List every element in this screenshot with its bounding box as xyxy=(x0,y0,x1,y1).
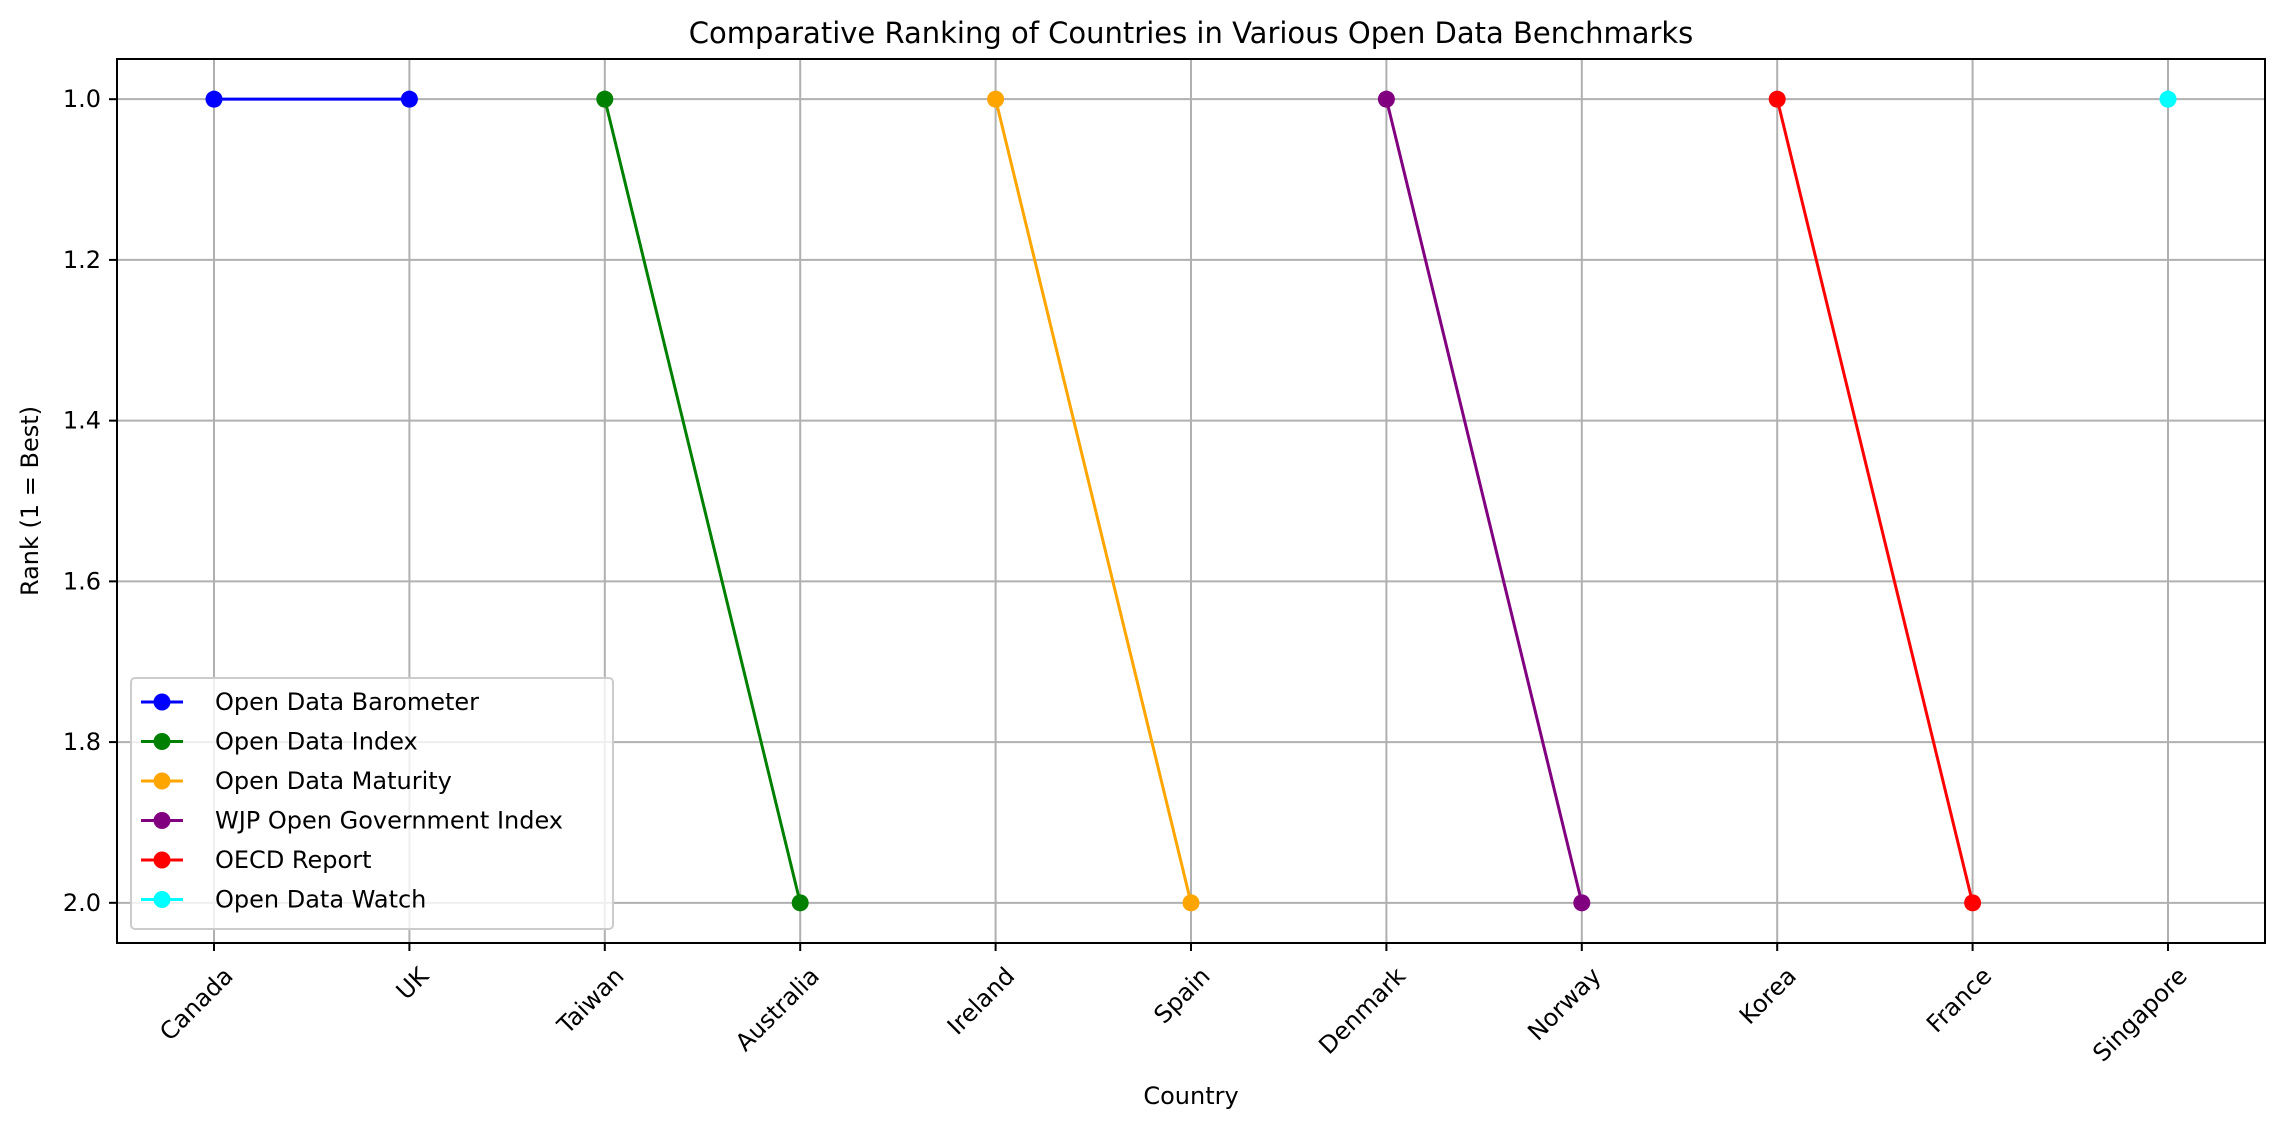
series xyxy=(1768,90,1982,912)
x-tick-label: Korea xyxy=(1734,962,1802,1030)
x-axis-label: Country xyxy=(1143,1082,1238,1110)
series xyxy=(205,90,418,108)
data-point xyxy=(987,90,1005,108)
legend-label: Open Data Watch xyxy=(215,886,426,914)
data-point xyxy=(596,90,614,108)
legend-marker xyxy=(153,891,171,908)
data-point xyxy=(1573,894,1591,912)
x-tick-label: Taiwan xyxy=(551,962,629,1040)
x-tick-label: France xyxy=(1921,962,1997,1038)
data-point xyxy=(205,90,223,108)
y-tick-label: 1.8 xyxy=(63,728,101,756)
x-tick-label: Ireland xyxy=(942,962,1020,1040)
data-point xyxy=(2159,90,2177,108)
legend-item: Open Data Index xyxy=(141,728,418,756)
data-point xyxy=(1768,90,1786,108)
y-axis-label: Rank (1 = Best) xyxy=(16,406,44,596)
legend-marker xyxy=(153,812,171,829)
x-tick-label: Singapore xyxy=(2087,962,2192,1067)
series xyxy=(2159,90,2177,108)
legend-marker xyxy=(153,693,171,711)
x-tick-label: Australia xyxy=(730,962,825,1057)
series xyxy=(987,90,1200,912)
legend-label: Open Data Barometer xyxy=(215,688,479,716)
series-line xyxy=(603,98,802,904)
legend-label: Open Data Maturity xyxy=(215,767,452,795)
legend-label: Open Data Index xyxy=(215,728,418,756)
x-tick-label: Canada xyxy=(154,962,238,1046)
data-point xyxy=(1964,894,1982,912)
x-tick-label: Spain xyxy=(1148,962,1215,1029)
y-tick-label: 1.6 xyxy=(63,567,101,595)
legend-item: Open Data Maturity xyxy=(141,767,452,795)
y-tick-label: 1.0 xyxy=(63,85,101,113)
legend-marker xyxy=(153,733,171,750)
series-line xyxy=(1775,98,1975,904)
legend-frame xyxy=(130,677,614,930)
series-line xyxy=(1384,98,1584,904)
series xyxy=(1377,90,1591,912)
x-tick-label: Denmark xyxy=(1313,962,1411,1060)
x-tick-label: Norway xyxy=(1522,962,1606,1046)
legend-marker xyxy=(153,851,171,869)
x-tick-label: UK xyxy=(391,961,435,1005)
data-point xyxy=(1182,894,1200,912)
legend: Open Data Barometer Open Data Index Open D… xyxy=(130,677,614,930)
series-line xyxy=(994,98,1193,904)
series xyxy=(596,90,809,912)
legend-marker xyxy=(153,772,171,790)
data-point xyxy=(1377,90,1395,108)
series-layer xyxy=(205,90,2177,912)
legend-item: Open Data Barometer xyxy=(141,688,479,716)
legend-item: OECD Report xyxy=(141,846,371,874)
y-tick-label: 1.4 xyxy=(63,407,101,435)
y-tick-label: 1.2 xyxy=(63,246,101,274)
chart-title: Comparative Ranking of Countries in Vari… xyxy=(689,16,1694,50)
y-tick-label: 2.0 xyxy=(63,889,101,917)
data-point xyxy=(400,90,418,108)
legend-label: WJP Open Government Index xyxy=(215,807,563,835)
data-point xyxy=(791,894,809,912)
legend-item: WJP Open Government Index xyxy=(141,807,563,835)
legend-item: Open Data Watch xyxy=(141,886,426,914)
legend-label: OECD Report xyxy=(215,846,371,874)
